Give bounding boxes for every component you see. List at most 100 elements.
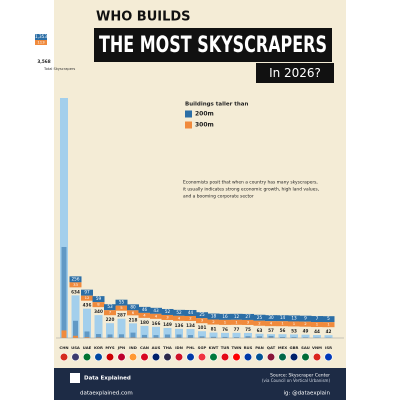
logo: [70, 373, 80, 383]
plot: 1,3531133,568CHN25633634USA9712436UAE598…: [35, 34, 344, 362]
label-300m: 8: [97, 302, 100, 307]
tag-300m-bg: [69, 282, 82, 288]
subtitle-box: [256, 63, 334, 83]
bar-200m: [245, 336, 251, 338]
annotation-line: and a booming corporate sector: [183, 194, 254, 200]
tag-200m-bg: [161, 308, 174, 315]
country-code: AUS: [152, 345, 161, 350]
label-total: 166: [152, 321, 161, 326]
flag: [324, 352, 333, 362]
tag-200m-bg: [104, 304, 116, 311]
label-300m: 2: [212, 319, 215, 324]
tag-200m-bg: [173, 309, 185, 316]
flag: [312, 352, 322, 362]
label-total: 75: [245, 327, 251, 332]
label-300m: 1: [224, 319, 227, 324]
total-bar: [117, 318, 126, 338]
tag-300m-bg: [138, 312, 151, 318]
label-total: 63: [257, 328, 263, 333]
label-total: 436: [83, 303, 92, 308]
country-code: THA: [163, 345, 172, 350]
flag: [266, 352, 276, 362]
title-line2: THE MOST SKYSCRAPERS: [99, 33, 327, 58]
label-300m: 7: [109, 310, 112, 315]
country-code: MYS: [105, 345, 115, 350]
tag-200m-bg: [253, 314, 266, 321]
bar-200m: [107, 334, 113, 338]
bar-300m: [96, 337, 101, 338]
label-200m: 9: [304, 316, 307, 321]
bar-200m: [199, 336, 205, 338]
legend-swatch: [185, 110, 192, 118]
label-200m: 7: [316, 316, 319, 321]
label-total: 3,568: [37, 59, 50, 64]
label-200m: 12: [234, 314, 240, 319]
label-300m: 1: [235, 319, 238, 324]
flag: [186, 352, 195, 362]
label-200m: 80: [130, 304, 136, 309]
total-bar: [163, 327, 172, 338]
tag-300m-bg: [92, 302, 105, 308]
country-code: SAU: [301, 345, 310, 350]
site: dataexplained.com: [80, 391, 133, 397]
label-300m: 1: [327, 322, 330, 327]
label-300m: 2: [189, 315, 192, 320]
label-200m: 53: [107, 304, 113, 309]
bar-200m: [234, 337, 239, 338]
label-300m: 3: [201, 318, 204, 323]
country-code: UAE: [83, 345, 92, 350]
bar-200m: [291, 337, 297, 338]
tag-300m-bg: [299, 321, 312, 327]
flag: [197, 352, 207, 362]
flag: [278, 352, 287, 362]
label-300m: 2: [304, 321, 307, 326]
tag-200m-bg: [322, 316, 335, 323]
country-code: CAN: [140, 345, 149, 350]
bar-200m: [280, 337, 285, 338]
total-bar: [106, 323, 114, 338]
tag-300m-bg: [219, 319, 231, 325]
total-bar: [71, 295, 80, 338]
label-total: 134: [186, 323, 195, 328]
tag-300m-bg: [150, 313, 162, 319]
tag-200m-bg: [92, 296, 105, 303]
country-code: USA: [71, 345, 80, 350]
label-300m: 4: [178, 315, 181, 320]
label-300m: 4: [143, 312, 146, 317]
label-total: 76: [222, 327, 228, 332]
tag-200m-bg: [81, 289, 93, 296]
flag: [151, 352, 161, 362]
label-200m: 27: [245, 314, 251, 319]
flag: [71, 352, 80, 362]
country-code: QAT: [267, 345, 276, 350]
social: ig: @dataexplain: [284, 391, 331, 397]
bar-200m: [130, 332, 136, 338]
annotation-line: it usually indicates strong economic gro…: [183, 187, 319, 193]
tag-200m-bg: [230, 313, 243, 320]
country-code: VNM: [312, 345, 322, 350]
label-300m: 3: [166, 314, 169, 319]
flag: [220, 352, 230, 362]
total-bar: [198, 331, 206, 338]
country-code: IDN: [175, 345, 183, 350]
label-300m: 33: [73, 282, 78, 287]
total-bar: [324, 335, 333, 338]
tag-200m-bg: [276, 315, 289, 322]
label-300m: 1: [316, 322, 319, 327]
label-200m: 18: [211, 314, 217, 319]
bar-300m: [73, 335, 78, 338]
tag-300m-bg: [322, 322, 335, 328]
tag-300m-bg: [265, 321, 277, 327]
tag-300m-bg: [230, 319, 243, 325]
tag-300m-bg: [35, 40, 47, 45]
label-total: 340: [94, 309, 103, 314]
country-code: KWT: [209, 345, 219, 350]
tag-200m-bg: [69, 276, 82, 283]
label-total: 218: [129, 317, 138, 322]
title-bar: [94, 28, 332, 62]
tag-200m-bg: [265, 315, 277, 322]
legend-label: 200m: [195, 111, 214, 118]
country-code: GBR: [290, 345, 299, 350]
bar-200m: [142, 334, 147, 338]
country-code: TWN: [232, 345, 242, 350]
